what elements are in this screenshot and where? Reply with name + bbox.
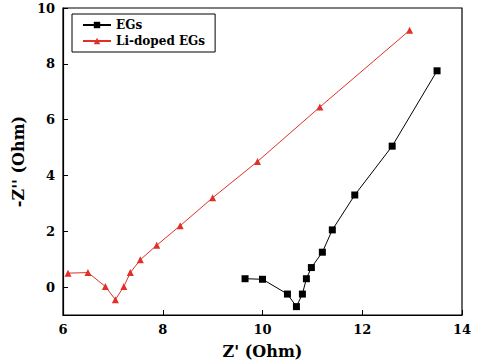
svg-text:0: 0 xyxy=(46,280,55,295)
svg-text:2: 2 xyxy=(46,224,55,239)
svg-text:10: 10 xyxy=(253,322,271,337)
svg-text:EGs: EGs xyxy=(116,18,142,32)
svg-text:6: 6 xyxy=(46,112,55,127)
svg-text:8: 8 xyxy=(158,322,167,337)
svg-text:8: 8 xyxy=(46,56,55,71)
svg-text:6: 6 xyxy=(58,322,67,337)
svg-text:Li-doped EGs: Li-doped EGs xyxy=(116,34,205,48)
svg-text:Z' (Ohm): Z' (Ohm) xyxy=(223,342,303,361)
svg-text:-Z'' (Ohm): -Z'' (Ohm) xyxy=(9,116,28,207)
svg-text:12: 12 xyxy=(353,322,371,337)
svg-text:4: 4 xyxy=(46,168,55,183)
svg-text:10: 10 xyxy=(37,1,55,16)
svg-text:14: 14 xyxy=(453,322,471,337)
